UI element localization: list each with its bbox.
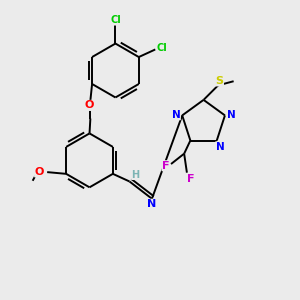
Text: H: H (132, 169, 140, 179)
Text: Cl: Cl (110, 15, 121, 25)
Text: N: N (216, 142, 225, 152)
Text: O: O (85, 100, 94, 110)
Text: F: F (187, 174, 194, 184)
Text: O: O (35, 167, 44, 177)
Text: N: N (227, 110, 236, 120)
Text: N: N (147, 199, 156, 209)
Text: N: N (172, 110, 180, 120)
Text: Cl: Cl (156, 43, 167, 53)
Text: F: F (162, 161, 169, 171)
Text: S: S (215, 76, 223, 86)
Text: O: O (35, 167, 44, 177)
